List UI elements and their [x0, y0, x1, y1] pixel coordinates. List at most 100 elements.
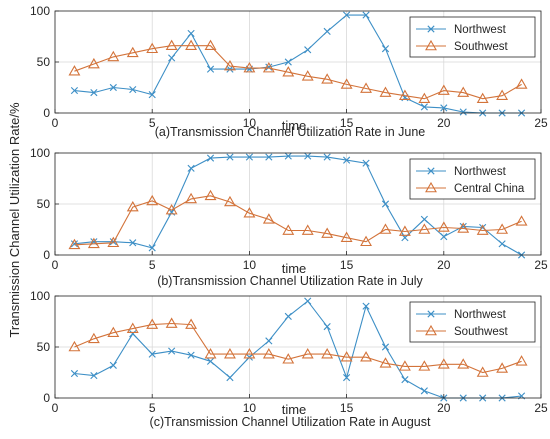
- data-point: [304, 297, 312, 305]
- panel-caption: (c)Transmission Channel Utilization Rate…: [150, 415, 431, 429]
- data-point: [304, 46, 312, 54]
- series-line: [74, 195, 522, 246]
- data-point: [282, 224, 295, 235]
- data-point: [437, 221, 450, 232]
- data-point: [107, 236, 120, 248]
- data-point: [323, 153, 331, 161]
- data-point: [398, 225, 411, 236]
- data-point: [204, 189, 217, 201]
- data-point: [109, 83, 117, 92]
- data-point: [340, 78, 353, 89]
- data-point: [457, 222, 470, 233]
- data-point: [126, 322, 139, 333]
- data-point: [262, 348, 275, 359]
- data-point: [457, 358, 470, 369]
- legend-box: [409, 158, 536, 200]
- y-tick-label: 0: [43, 106, 50, 120]
- data-point: [87, 57, 100, 69]
- x-tick-label: 0: [52, 401, 59, 415]
- data-point: [440, 104, 448, 112]
- data-point: [381, 200, 390, 208]
- data-point: [340, 231, 353, 242]
- x-tick-label: 15: [340, 401, 354, 415]
- data-point: [476, 92, 489, 104]
- y-tick-label: 50: [37, 197, 51, 211]
- data-point: [148, 244, 156, 252]
- y-tick-label: 50: [37, 55, 51, 69]
- data-point: [185, 318, 198, 329]
- data-point: [340, 351, 353, 362]
- data-point: [265, 63, 273, 71]
- data-point: [284, 152, 292, 160]
- data-point: [457, 86, 470, 97]
- data-point: [243, 207, 256, 218]
- data-point: [187, 351, 195, 359]
- y-tick-label: 100: [30, 289, 50, 303]
- data-point: [165, 317, 178, 328]
- data-point: [282, 353, 295, 364]
- x-tick-label: 25: [534, 401, 548, 415]
- data-point: [146, 318, 159, 329]
- x-tick-label: 5: [149, 258, 156, 272]
- data-point: [362, 302, 370, 310]
- data-point: [90, 89, 98, 97]
- data-point: [304, 152, 312, 160]
- x-tick-label: 10: [243, 116, 257, 130]
- data-point: [401, 376, 409, 384]
- data-point: [379, 357, 392, 368]
- legend: Northwest Southwest: [409, 301, 536, 343]
- legend-label: Southwest: [454, 41, 509, 53]
- data-point: [381, 343, 390, 351]
- data-point: [146, 42, 159, 54]
- data-point: [224, 195, 236, 207]
- data-point: [165, 204, 178, 215]
- data-point: [226, 374, 234, 382]
- data-point: [420, 103, 428, 111]
- data-point: [343, 374, 351, 382]
- legend-label: Central China: [454, 183, 525, 195]
- y-tick-label: 100: [30, 146, 50, 160]
- data-point: [224, 348, 236, 359]
- data-point: [204, 348, 217, 359]
- data-point: [301, 224, 314, 235]
- data-point: [476, 224, 489, 235]
- data-point: [168, 347, 176, 355]
- data-point: [185, 39, 198, 50]
- x-tick-label: 20: [437, 258, 451, 272]
- data-point: [68, 340, 81, 352]
- data-point: [187, 29, 195, 38]
- legend-marker: [425, 181, 437, 193]
- legend-label: Northwest: [454, 24, 507, 36]
- data-point: [168, 54, 176, 62]
- data-point: [398, 360, 411, 371]
- data-point: [262, 213, 275, 224]
- data-point: [226, 153, 234, 161]
- data-point: [476, 366, 489, 377]
- x-tick-label: 15: [340, 258, 354, 272]
- data-point: [418, 360, 431, 371]
- data-point: [379, 223, 392, 234]
- data-point: [265, 153, 273, 161]
- data-point: [360, 351, 372, 362]
- data-point: [70, 369, 79, 378]
- chart-panel: 0 5 10 15 20 25 0 50 100 time(a)Transmission Chan…: [30, 4, 548, 139]
- x-tick-label: 0: [52, 116, 59, 130]
- data-point: [68, 65, 81, 76]
- data-point: [343, 11, 351, 19]
- data-point: [321, 348, 334, 359]
- data-point: [437, 358, 450, 369]
- chart-panel: 0 5 10 15 20 25 0 50 100 time(b)Transmission Chan…: [30, 146, 548, 288]
- data-point: [245, 153, 253, 161]
- data-point: [185, 192, 198, 204]
- data-point: [284, 312, 292, 320]
- x-tick-label: 10: [243, 258, 257, 272]
- data-point: [515, 215, 528, 226]
- legend-box: [409, 301, 536, 343]
- data-point: [321, 227, 334, 238]
- x-tick-label: 10: [243, 401, 257, 415]
- data-point: [107, 326, 120, 338]
- x-tick-label: 15: [340, 116, 354, 130]
- data-point: [343, 156, 351, 164]
- data-point: [440, 233, 448, 241]
